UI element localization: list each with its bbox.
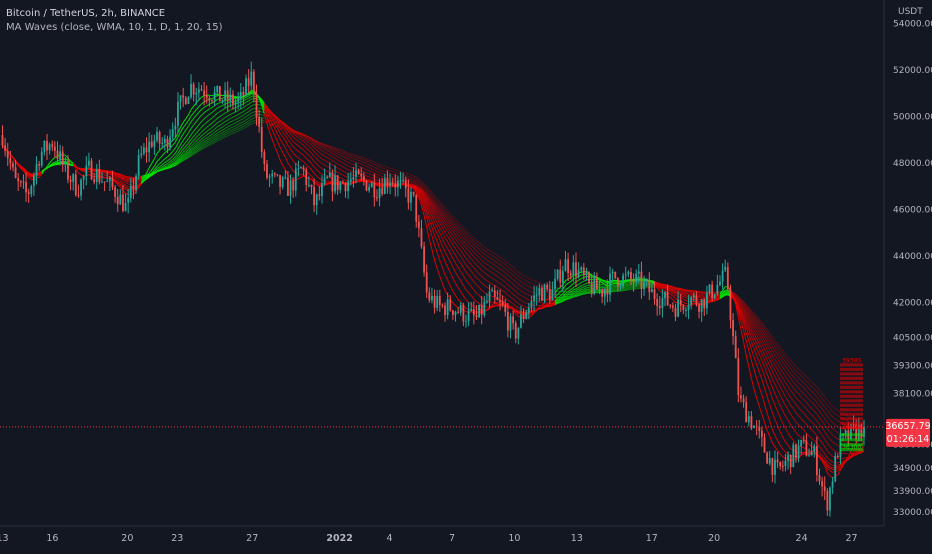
wave-segment (636, 287, 639, 288)
wave-segment (626, 284, 629, 285)
candle-body (70, 180, 72, 182)
wave-segment (626, 288, 629, 289)
wave-segment (854, 455, 857, 456)
candle-body (64, 161, 66, 164)
wave-segment (673, 289, 676, 290)
wave-segment (579, 294, 582, 295)
candle-body (41, 152, 43, 166)
wave-segment (843, 458, 846, 459)
candle-body (2, 135, 4, 145)
wave-segment (542, 307, 545, 308)
wave-segment (859, 453, 862, 454)
candle-body (62, 152, 64, 165)
candle-body (9, 158, 11, 163)
wave-segment (157, 171, 160, 172)
wave-segment (301, 135, 304, 136)
candle-body (12, 163, 14, 167)
wave-segment (586, 287, 589, 288)
wave-segment (558, 288, 561, 289)
candle-body (7, 151, 9, 158)
wave-segment (327, 182, 330, 183)
wave-segment (144, 175, 147, 176)
candle-body (17, 178, 19, 181)
wave-segment (702, 296, 705, 297)
wave-segment (395, 172, 398, 173)
wave-segment (613, 289, 616, 290)
candle-body (38, 164, 40, 166)
wave-segment (573, 296, 576, 297)
wave-segment (118, 173, 121, 174)
candle-body (33, 175, 35, 186)
wave-segment (555, 302, 558, 303)
wave-segment (571, 296, 574, 297)
wave-segment (717, 298, 720, 299)
wave-segment (636, 288, 639, 289)
wave-segment (539, 302, 542, 303)
wave-segment (720, 291, 723, 292)
candle-body (49, 144, 51, 150)
wave-segment (296, 134, 299, 135)
candle-body (59, 152, 61, 159)
wave-segment (856, 452, 859, 453)
wave-segment (613, 282, 616, 283)
candle-body (25, 182, 27, 192)
wave-segment (353, 155, 356, 156)
candle-body (51, 144, 53, 146)
candle-body (15, 167, 17, 177)
candle-body (75, 174, 77, 195)
wave-segment (293, 133, 296, 134)
wave-segment (398, 171, 401, 172)
wave-segment (369, 180, 372, 181)
candle-body (28, 192, 30, 194)
wave-segment (126, 176, 129, 177)
wave-segment (584, 294, 587, 295)
candle-body (54, 147, 56, 151)
candle-body (46, 141, 48, 150)
candle-body (20, 181, 22, 182)
candle-body (23, 182, 25, 183)
wave-segment (702, 297, 705, 298)
wave-segment (545, 307, 548, 308)
wave-segment (141, 175, 144, 176)
wave-segment (411, 183, 414, 184)
wave-segment (563, 297, 566, 298)
wave-segment (626, 285, 629, 286)
wave-segment (723, 291, 726, 292)
wave-segment (626, 286, 629, 287)
candle-body (78, 195, 80, 196)
wave-segment (613, 284, 616, 285)
candle-body (67, 161, 69, 179)
wave-segment (293, 132, 296, 133)
candle-body (36, 164, 38, 175)
wave-segment (160, 170, 163, 171)
candle-body (30, 186, 32, 194)
wave-segment (327, 145, 330, 146)
wave-segment (613, 285, 616, 286)
wave-segment (298, 134, 301, 135)
wave-segment (613, 287, 616, 288)
wave-segment (702, 294, 705, 295)
candle-body (57, 151, 59, 159)
wave-segment (165, 169, 168, 170)
wave-segment (586, 285, 589, 286)
candle-body (4, 145, 6, 150)
wave-segment (411, 182, 414, 183)
candle-body (72, 174, 74, 182)
candle-body (43, 141, 45, 152)
wave-segment (613, 288, 616, 289)
wave-segment (149, 173, 152, 174)
